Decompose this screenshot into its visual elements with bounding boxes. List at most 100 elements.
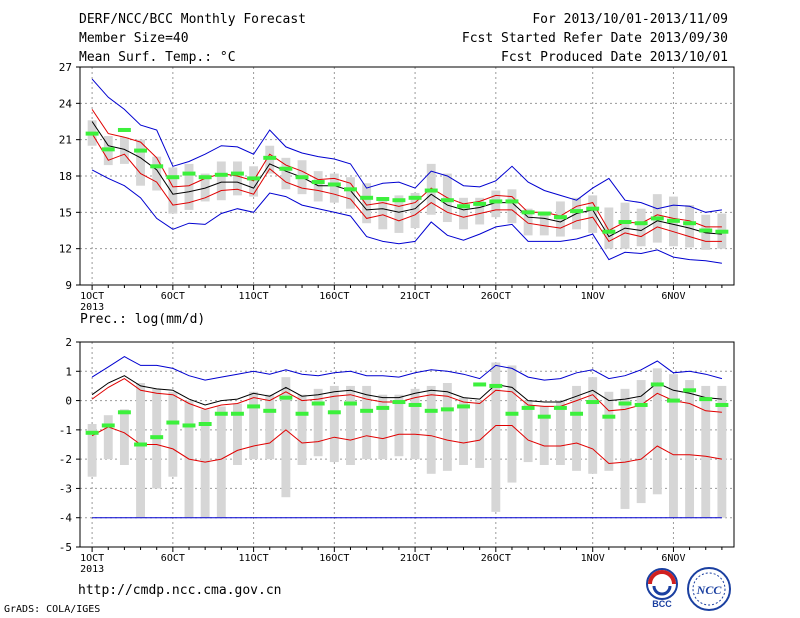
x-tick-label: 11OCT bbox=[239, 291, 269, 302]
spread-box bbox=[701, 385, 711, 518]
climatology-marker bbox=[634, 402, 648, 407]
climatology-marker bbox=[344, 401, 357, 406]
climatology-marker bbox=[311, 401, 325, 406]
spread-box bbox=[103, 415, 113, 460]
spread-box bbox=[249, 166, 259, 197]
x-tick-label: 1NOV bbox=[581, 291, 605, 302]
bcc-logo-text: BCC bbox=[652, 599, 672, 609]
climatology-marker bbox=[505, 199, 519, 204]
spread-box bbox=[410, 388, 420, 460]
climatology-marker bbox=[392, 400, 406, 405]
spread-box bbox=[297, 394, 307, 465]
spread-box bbox=[572, 385, 581, 471]
spread-box bbox=[620, 388, 630, 509]
x-tick-label: 6OCT bbox=[161, 291, 185, 302]
spread-box bbox=[119, 409, 129, 465]
spread-box bbox=[168, 391, 178, 477]
climatology-marker bbox=[683, 388, 697, 393]
spread-box bbox=[233, 403, 242, 465]
spread-box bbox=[604, 391, 614, 471]
spread-box bbox=[604, 207, 614, 249]
climatology-marker bbox=[85, 131, 99, 136]
climatology-marker bbox=[279, 166, 293, 171]
climatology-marker bbox=[489, 199, 503, 204]
spread-box bbox=[119, 137, 129, 164]
spread-box bbox=[636, 380, 646, 504]
spread-box bbox=[555, 400, 565, 465]
spread-box bbox=[491, 362, 501, 512]
spread-box bbox=[459, 397, 468, 465]
x-tick-label: 6NOV bbox=[661, 291, 685, 302]
spread-box bbox=[378, 394, 388, 460]
spread-box bbox=[329, 173, 339, 203]
source-url[interactable]: http://cmdp.ncc.cma.gov.cn bbox=[78, 583, 282, 598]
ncc-logo-text: NCC bbox=[696, 583, 723, 597]
x-tick-label: 2013 bbox=[80, 564, 104, 575]
spread-box bbox=[184, 163, 194, 210]
climatology-marker bbox=[618, 401, 632, 406]
spread-box bbox=[475, 197, 485, 225]
member-size: Member Size=40 bbox=[79, 31, 189, 46]
spread-box bbox=[459, 197, 468, 230]
climatology-marker bbox=[440, 198, 454, 203]
climatology-marker bbox=[198, 422, 212, 426]
spread-box bbox=[394, 195, 404, 233]
spread-box bbox=[539, 212, 549, 236]
climatology-marker bbox=[327, 410, 341, 415]
spread-box bbox=[362, 385, 372, 460]
spread-box bbox=[216, 406, 226, 518]
x-tick-label: 21OCT bbox=[400, 553, 430, 564]
spread-box bbox=[313, 171, 323, 202]
climatology-marker bbox=[424, 408, 438, 413]
climatology-marker bbox=[360, 195, 374, 200]
climatology-marker bbox=[376, 405, 390, 410]
climatology-marker bbox=[214, 411, 228, 416]
climatology-marker bbox=[586, 206, 600, 211]
climatology-marker bbox=[473, 201, 487, 206]
spread-box bbox=[168, 167, 178, 214]
spread-box bbox=[507, 365, 517, 483]
climatology-marker bbox=[344, 187, 357, 192]
spread-box bbox=[652, 368, 662, 495]
extreme-high-line bbox=[91, 78, 722, 213]
climatology-marker bbox=[650, 216, 664, 221]
climatology-marker bbox=[602, 414, 616, 419]
spread-box bbox=[362, 183, 372, 224]
climatology-marker bbox=[683, 221, 697, 226]
climatology-marker bbox=[230, 171, 244, 176]
spread-box bbox=[200, 173, 210, 202]
climatology-marker bbox=[182, 423, 196, 428]
spread-box bbox=[136, 383, 145, 518]
climatology-marker bbox=[279, 395, 293, 400]
climatology-marker bbox=[101, 423, 115, 428]
extreme-high-line bbox=[91, 356, 723, 381]
climatology-marker bbox=[392, 198, 406, 203]
y-tick-label: -3 bbox=[59, 482, 72, 495]
climatology-marker bbox=[327, 182, 341, 187]
forecast-period: For 2013/10/01-2013/11/09 bbox=[532, 12, 728, 27]
spread-low-line bbox=[91, 425, 722, 465]
extreme-low-line bbox=[91, 169, 722, 264]
y-tick-label: -4 bbox=[59, 512, 73, 525]
climatology-marker bbox=[521, 405, 535, 410]
spread-box bbox=[636, 208, 646, 247]
climatology-marker bbox=[570, 411, 584, 416]
climatology-marker bbox=[198, 175, 212, 180]
spread-box bbox=[346, 177, 355, 209]
bcc-logo: BCC bbox=[646, 568, 678, 609]
y-tick-label: 1 bbox=[65, 365, 72, 378]
x-tick-label: 6OCT bbox=[161, 553, 185, 564]
y-tick-label: 21 bbox=[59, 134, 72, 147]
climatology-marker bbox=[489, 383, 503, 388]
x-tick-label: 26OCT bbox=[481, 553, 511, 564]
climatology-marker bbox=[570, 209, 584, 214]
spread-box bbox=[507, 189, 517, 224]
y-tick-label: 24 bbox=[59, 97, 73, 110]
climatology-marker bbox=[311, 180, 325, 185]
climatology-marker bbox=[666, 218, 680, 223]
spread-box bbox=[329, 385, 339, 463]
variable-label: Mean Surf. Temp.: °C bbox=[79, 50, 236, 65]
climatology-marker bbox=[408, 402, 422, 407]
spread-box bbox=[426, 385, 436, 474]
